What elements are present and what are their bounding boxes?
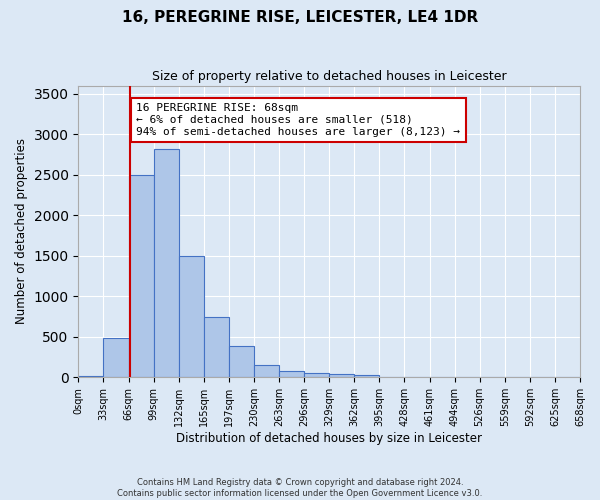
Bar: [204, 318, 229, 378]
Bar: [329, 374, 354, 378]
Bar: [304, 373, 329, 378]
Bar: [254, 365, 279, 378]
Bar: [229, 346, 254, 378]
Bar: [279, 372, 304, 378]
Y-axis label: Number of detached properties: Number of detached properties: [15, 138, 28, 324]
Title: Size of property relative to detached houses in Leicester: Size of property relative to detached ho…: [152, 70, 506, 83]
Text: 16 PEREGRINE RISE: 68sqm
← 6% of detached houses are smaller (518)
94% of semi-d: 16 PEREGRINE RISE: 68sqm ← 6% of detache…: [136, 104, 460, 136]
Text: Contains HM Land Registry data © Crown copyright and database right 2024.
Contai: Contains HM Land Registry data © Crown c…: [118, 478, 482, 498]
Text: 16, PEREGRINE RISE, LEICESTER, LE4 1DR: 16, PEREGRINE RISE, LEICESTER, LE4 1DR: [122, 10, 478, 25]
Bar: [128, 174, 154, 378]
Bar: [154, 149, 179, 378]
X-axis label: Distribution of detached houses by size in Leicester: Distribution of detached houses by size …: [176, 432, 482, 445]
Bar: [179, 256, 204, 378]
Bar: [103, 338, 128, 378]
Bar: [354, 374, 379, 378]
Bar: [79, 376, 103, 378]
